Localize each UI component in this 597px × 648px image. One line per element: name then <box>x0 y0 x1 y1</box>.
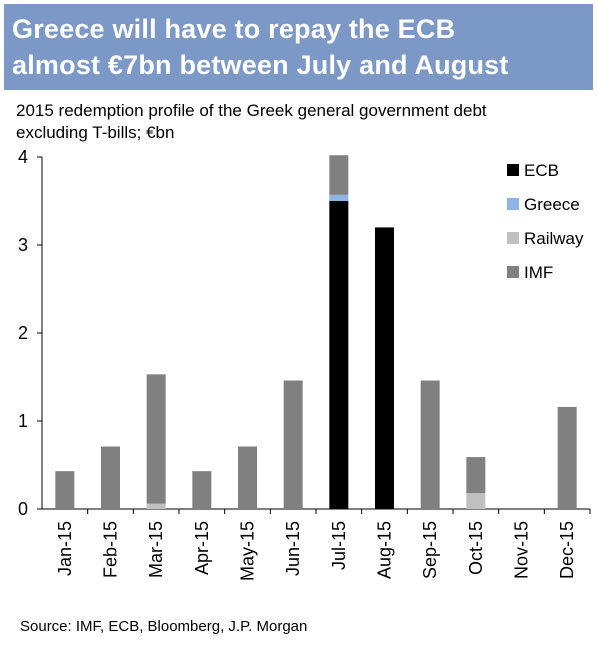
bar-imf-sep-15 <box>420 380 440 509</box>
bar-imf-mar-15 <box>146 374 166 504</box>
x-tick-label: Jan-15 <box>55 521 75 576</box>
y-tick-label: 0 <box>18 499 28 519</box>
y-tick-label: 3 <box>18 235 28 255</box>
legend-label-ecb: ECB <box>524 161 559 180</box>
x-tick-label: Mar-15 <box>146 521 166 578</box>
x-tick-label: Apr-15 <box>192 521 212 575</box>
y-tick-label: 4 <box>18 147 28 167</box>
x-tick-label: Jul-15 <box>329 521 349 570</box>
x-tick-label: Nov-15 <box>512 521 532 579</box>
legend-swatch-railway <box>507 232 519 244</box>
y-tick-label: 1 <box>18 411 28 431</box>
title-banner: Greece will have to repay the ECB almost… <box>4 4 593 90</box>
bar-imf-jun-15 <box>283 380 303 509</box>
x-tick-label: Sep-15 <box>420 521 440 579</box>
bar-railway-oct-15 <box>466 493 486 509</box>
x-tick-label: Jun-15 <box>283 521 303 576</box>
y-tick-label: 2 <box>18 323 28 343</box>
bar-ecb-jul-15 <box>329 201 349 509</box>
chart-subtitle: 2015 redemption profile of the Greek gen… <box>16 100 487 144</box>
subtitle-line-2: excluding T-bills; €bn <box>16 123 175 142</box>
bar-imf-oct-15 <box>466 457 486 494</box>
x-tick-labels: Jan-15 Feb-15 Mar-15 Apr-15 May-15 Jun-15 Jul-… <box>55 521 577 581</box>
bar-imf-jan-15 <box>55 471 75 509</box>
bar-imf-apr-15 <box>192 471 212 509</box>
source-note: Source: IMF, ECB, Bloomberg, J.P. Morgan <box>20 618 308 635</box>
bar-imf-dec-15 <box>557 406 577 509</box>
x-tick-label: Dec-15 <box>557 521 577 579</box>
x-tick-label: Oct-15 <box>466 521 486 575</box>
legend-label-railway: Railway <box>524 229 584 248</box>
x-tick-label: Feb-15 <box>101 521 121 578</box>
chart-legend: ECB Greece Railway IMF <box>507 161 584 282</box>
legend-swatch-imf <box>507 266 519 278</box>
bar-imf-may-15 <box>238 446 257 509</box>
title-line-1: Greece will have to repay the ECB <box>12 14 456 44</box>
chart-bars <box>55 155 577 509</box>
bar-ecb-aug-15 <box>375 227 394 509</box>
bar-imf-feb-15 <box>101 446 120 509</box>
chart-axes <box>37 156 591 514</box>
bar-railway-mar-15 <box>146 503 166 509</box>
legend-swatch-greece <box>507 198 519 210</box>
x-tick-label: May-15 <box>238 521 258 581</box>
title-line-2: almost €7bn between July and August <box>12 50 509 80</box>
y-tick-labels: 0 1 2 3 4 <box>18 147 28 519</box>
subtitle-line-1: 2015 redemption profile of the Greek gen… <box>16 101 487 120</box>
legend-swatch-ecb <box>507 164 519 176</box>
bar-greece-jul-15 <box>329 194 349 201</box>
x-tick-label: Aug-15 <box>375 521 395 579</box>
legend-label-imf: IMF <box>524 263 553 282</box>
bar-imf-jul-15 <box>329 155 349 195</box>
legend-label-greece: Greece <box>524 195 580 214</box>
